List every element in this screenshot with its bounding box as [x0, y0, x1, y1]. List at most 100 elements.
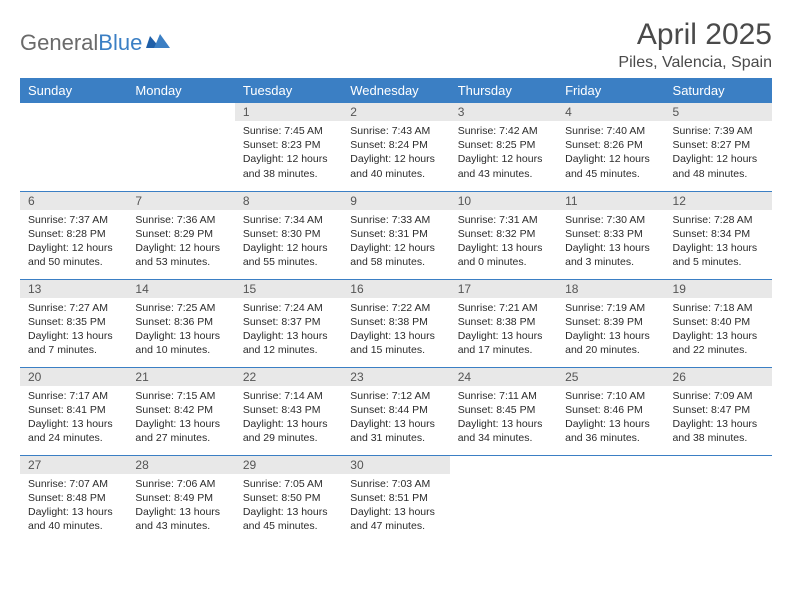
calendar-row: 13Sunrise: 7:27 AMSunset: 8:35 PMDayligh…	[20, 279, 772, 367]
day-number: 21	[127, 368, 234, 386]
calendar-cell: ..	[665, 455, 772, 543]
day-number: 25	[557, 368, 664, 386]
day-number: 23	[342, 368, 449, 386]
calendar-cell: 14Sunrise: 7:25 AMSunset: 8:36 PMDayligh…	[127, 279, 234, 367]
weekday-header: Sunday	[20, 78, 127, 103]
calendar-cell: 28Sunrise: 7:06 AMSunset: 8:49 PMDayligh…	[127, 455, 234, 543]
day-details: Sunrise: 7:09 AMSunset: 8:47 PMDaylight:…	[665, 386, 772, 450]
calendar-row: 6Sunrise: 7:37 AMSunset: 8:28 PMDaylight…	[20, 191, 772, 279]
calendar-page: GeneralBlue April 2025 Piles, Valencia, …	[0, 0, 792, 553]
day-details: Sunrise: 7:40 AMSunset: 8:26 PMDaylight:…	[557, 121, 664, 185]
calendar-cell: 15Sunrise: 7:24 AMSunset: 8:37 PMDayligh…	[235, 279, 342, 367]
day-details: Sunrise: 7:27 AMSunset: 8:35 PMDaylight:…	[20, 298, 127, 362]
day-number: 27	[20, 456, 127, 474]
day-number: 24	[450, 368, 557, 386]
calendar-cell: 18Sunrise: 7:19 AMSunset: 8:39 PMDayligh…	[557, 279, 664, 367]
day-number: 3	[450, 103, 557, 121]
day-details: Sunrise: 7:19 AMSunset: 8:39 PMDaylight:…	[557, 298, 664, 362]
day-number: 4	[557, 103, 664, 121]
month-title: April 2025	[618, 18, 772, 52]
day-number: 16	[342, 280, 449, 298]
day-number: 18	[557, 280, 664, 298]
day-number: 5	[665, 103, 772, 121]
day-number: 19	[665, 280, 772, 298]
calendar-cell: 12Sunrise: 7:28 AMSunset: 8:34 PMDayligh…	[665, 191, 772, 279]
calendar-cell: ..	[557, 455, 664, 543]
day-number: 13	[20, 280, 127, 298]
calendar-cell: 24Sunrise: 7:11 AMSunset: 8:45 PMDayligh…	[450, 367, 557, 455]
day-details: Sunrise: 7:24 AMSunset: 8:37 PMDaylight:…	[235, 298, 342, 362]
weekday-header: Monday	[127, 78, 234, 103]
calendar-row: ....1Sunrise: 7:45 AMSunset: 8:23 PMDayl…	[20, 103, 772, 191]
day-details: Sunrise: 7:30 AMSunset: 8:33 PMDaylight:…	[557, 210, 664, 274]
calendar-cell: 5Sunrise: 7:39 AMSunset: 8:27 PMDaylight…	[665, 103, 772, 191]
day-details: Sunrise: 7:10 AMSunset: 8:46 PMDaylight:…	[557, 386, 664, 450]
calendar-cell: 25Sunrise: 7:10 AMSunset: 8:46 PMDayligh…	[557, 367, 664, 455]
calendar-cell: 17Sunrise: 7:21 AMSunset: 8:38 PMDayligh…	[450, 279, 557, 367]
calendar-cell: 10Sunrise: 7:31 AMSunset: 8:32 PMDayligh…	[450, 191, 557, 279]
calendar-cell: 23Sunrise: 7:12 AMSunset: 8:44 PMDayligh…	[342, 367, 449, 455]
brand-name-blue: Blue	[98, 30, 142, 55]
calendar-row: 27Sunrise: 7:07 AMSunset: 8:48 PMDayligh…	[20, 455, 772, 543]
calendar-table: SundayMondayTuesdayWednesdayThursdayFrid…	[20, 78, 772, 543]
day-number: 7	[127, 192, 234, 210]
calendar-cell: 7Sunrise: 7:36 AMSunset: 8:29 PMDaylight…	[127, 191, 234, 279]
day-number: 14	[127, 280, 234, 298]
day-number: 9	[342, 192, 449, 210]
weekday-header: Thursday	[450, 78, 557, 103]
day-details: Sunrise: 7:45 AMSunset: 8:23 PMDaylight:…	[235, 121, 342, 185]
weekday-header: Friday	[557, 78, 664, 103]
calendar-cell: 22Sunrise: 7:14 AMSunset: 8:43 PMDayligh…	[235, 367, 342, 455]
day-number: 28	[127, 456, 234, 474]
calendar-cell: 29Sunrise: 7:05 AMSunset: 8:50 PMDayligh…	[235, 455, 342, 543]
day-details: Sunrise: 7:03 AMSunset: 8:51 PMDaylight:…	[342, 474, 449, 538]
day-number: 8	[235, 192, 342, 210]
day-details: Sunrise: 7:14 AMSunset: 8:43 PMDaylight:…	[235, 386, 342, 450]
day-number: 1	[235, 103, 342, 121]
day-number: 2	[342, 103, 449, 121]
calendar-cell: ..	[450, 455, 557, 543]
calendar-cell: 21Sunrise: 7:15 AMSunset: 8:42 PMDayligh…	[127, 367, 234, 455]
day-details: Sunrise: 7:36 AMSunset: 8:29 PMDaylight:…	[127, 210, 234, 274]
day-details: Sunrise: 7:25 AMSunset: 8:36 PMDaylight:…	[127, 298, 234, 362]
day-details: Sunrise: 7:17 AMSunset: 8:41 PMDaylight:…	[20, 386, 127, 450]
calendar-cell: 1Sunrise: 7:45 AMSunset: 8:23 PMDaylight…	[235, 103, 342, 191]
calendar-cell: 2Sunrise: 7:43 AMSunset: 8:24 PMDaylight…	[342, 103, 449, 191]
title-block: April 2025 Piles, Valencia, Spain	[618, 18, 772, 72]
day-details: Sunrise: 7:06 AMSunset: 8:49 PMDaylight:…	[127, 474, 234, 538]
calendar-cell: ..	[20, 103, 127, 191]
day-details: Sunrise: 7:43 AMSunset: 8:24 PMDaylight:…	[342, 121, 449, 185]
day-number: 26	[665, 368, 772, 386]
day-number: 17	[450, 280, 557, 298]
day-number: 10	[450, 192, 557, 210]
calendar-cell: 19Sunrise: 7:18 AMSunset: 8:40 PMDayligh…	[665, 279, 772, 367]
day-details: Sunrise: 7:39 AMSunset: 8:27 PMDaylight:…	[665, 121, 772, 185]
day-details: Sunrise: 7:11 AMSunset: 8:45 PMDaylight:…	[450, 386, 557, 450]
day-details: Sunrise: 7:42 AMSunset: 8:25 PMDaylight:…	[450, 121, 557, 185]
calendar-cell: 4Sunrise: 7:40 AMSunset: 8:26 PMDaylight…	[557, 103, 664, 191]
day-number: 29	[235, 456, 342, 474]
day-details: Sunrise: 7:37 AMSunset: 8:28 PMDaylight:…	[20, 210, 127, 274]
day-details: Sunrise: 7:12 AMSunset: 8:44 PMDaylight:…	[342, 386, 449, 450]
day-details: Sunrise: 7:15 AMSunset: 8:42 PMDaylight:…	[127, 386, 234, 450]
brand-name: GeneralBlue	[20, 30, 142, 56]
brand-name-gray: General	[20, 30, 98, 55]
calendar-header: SundayMondayTuesdayWednesdayThursdayFrid…	[20, 78, 772, 103]
day-number: 30	[342, 456, 449, 474]
calendar-cell: 16Sunrise: 7:22 AMSunset: 8:38 PMDayligh…	[342, 279, 449, 367]
calendar-cell: 6Sunrise: 7:37 AMSunset: 8:28 PMDaylight…	[20, 191, 127, 279]
day-details: Sunrise: 7:18 AMSunset: 8:40 PMDaylight:…	[665, 298, 772, 362]
calendar-cell: 8Sunrise: 7:34 AMSunset: 8:30 PMDaylight…	[235, 191, 342, 279]
day-details: Sunrise: 7:33 AMSunset: 8:31 PMDaylight:…	[342, 210, 449, 274]
calendar-cell: 9Sunrise: 7:33 AMSunset: 8:31 PMDaylight…	[342, 191, 449, 279]
day-details: Sunrise: 7:22 AMSunset: 8:38 PMDaylight:…	[342, 298, 449, 362]
day-number: 15	[235, 280, 342, 298]
day-details: Sunrise: 7:31 AMSunset: 8:32 PMDaylight:…	[450, 210, 557, 274]
header-row: GeneralBlue April 2025 Piles, Valencia, …	[20, 18, 772, 72]
calendar-cell: ..	[127, 103, 234, 191]
day-number: 12	[665, 192, 772, 210]
location-label: Piles, Valencia, Spain	[618, 54, 772, 72]
day-details: Sunrise: 7:28 AMSunset: 8:34 PMDaylight:…	[665, 210, 772, 274]
calendar-cell: 27Sunrise: 7:07 AMSunset: 8:48 PMDayligh…	[20, 455, 127, 543]
calendar-cell: 13Sunrise: 7:27 AMSunset: 8:35 PMDayligh…	[20, 279, 127, 367]
